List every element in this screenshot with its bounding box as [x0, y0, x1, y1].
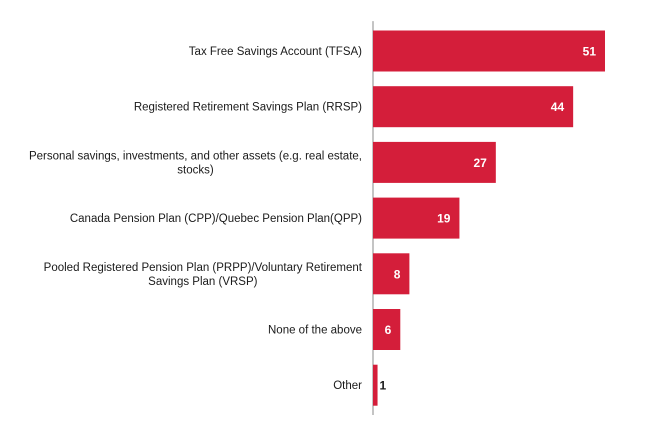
value-label-2: 44 — [551, 100, 565, 114]
bar-6 — [373, 309, 401, 350]
category-label-line: Personal savings, investments, and other… — [29, 150, 362, 162]
category-label-line: Tax Free Savings Account (TFSA) — [189, 46, 362, 58]
category-label-line: Savings Plan (VRSP) — [148, 276, 257, 288]
bars — [373, 30, 605, 406]
value-label-3: 27 — [473, 156, 487, 170]
category-label-line: Registered Retirement Savings Plan (RRSP… — [134, 102, 362, 114]
bar-2 — [373, 86, 574, 128]
category-label-6: None of the above — [268, 325, 362, 337]
category-label-4: Canada Pension Plan (CPP)/Quebec Pension… — [70, 213, 362, 225]
category-label-line: Canada Pension Plan (CPP)/Quebec Pension… — [70, 213, 362, 225]
category-label-3: Personal savings, investments, and other… — [29, 150, 362, 176]
value-label-5: 8 — [394, 267, 401, 281]
category-label-line: None of the above — [268, 325, 362, 337]
value-label-7: 1 — [380, 379, 387, 393]
value-label-6: 6 — [385, 323, 392, 337]
bar-1 — [373, 30, 605, 72]
bar-5 — [373, 253, 410, 295]
value-labels: 51 44 27 19 8 6 1 — [380, 45, 597, 393]
category-label-2: Registered Retirement Savings Plan (RRSP… — [134, 102, 362, 114]
category-label-1: Tax Free Savings Account (TFSA) — [189, 46, 362, 58]
category-label-5: Pooled Registered Pension Plan (PRPP)/Vo… — [44, 262, 363, 288]
bar-7 — [373, 364, 378, 406]
category-labels: Tax Free Savings Account (TFSA) Registere… — [29, 46, 363, 392]
bar-4 — [373, 197, 460, 239]
category-label-line: Other — [333, 380, 362, 392]
value-label-4: 19 — [437, 212, 451, 226]
category-label-line: Pooled Registered Pension Plan (PRPP)/Vo… — [44, 262, 363, 274]
category-label-7: Other — [333, 380, 362, 392]
bar-3 — [373, 141, 496, 183]
value-label-1: 51 — [583, 45, 597, 59]
category-label-line: stocks) — [177, 164, 214, 176]
